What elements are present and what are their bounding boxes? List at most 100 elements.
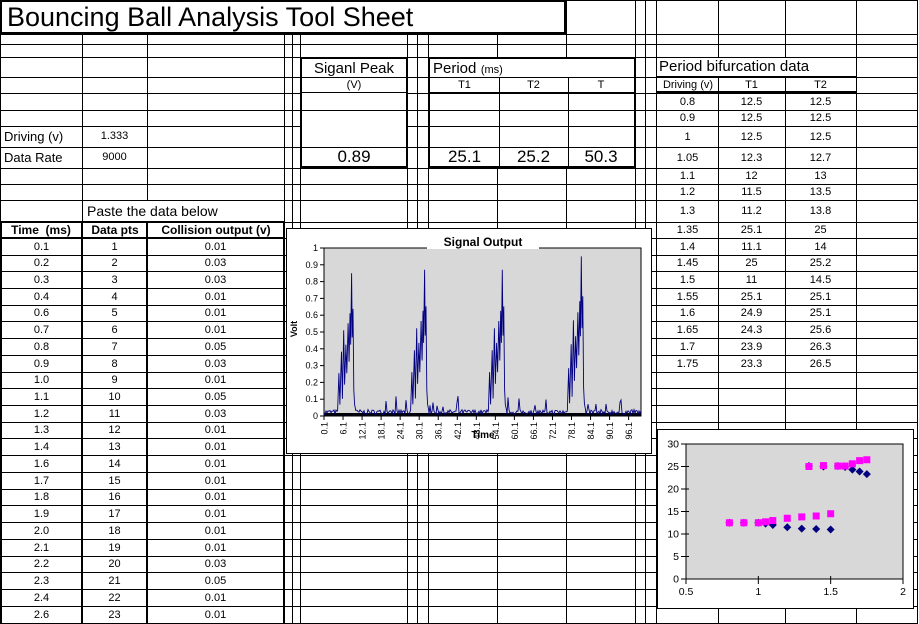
data-table-cell[interactable]: 11 (108, 408, 121, 420)
bifurcation-cell[interactable]: 13.8 (809, 205, 832, 217)
bifurcation-cell[interactable]: 12.5 (809, 112, 832, 124)
period-value-t2[interactable]: 25.2 (516, 148, 551, 166)
data-table-header-collision[interactable]: Collision output (v) (161, 223, 271, 237)
data-table-cell[interactable]: 0.01 (204, 592, 227, 604)
data-table-cell[interactable]: 0.01 (204, 241, 227, 253)
bifurcation-cell[interactable]: 12.5 (740, 112, 763, 124)
data-table-cell[interactable]: 17 (108, 508, 121, 520)
bifurcation-cell[interactable]: 1.45 (676, 257, 699, 269)
data-table-cell[interactable]: 15 (108, 475, 121, 487)
data-table-cell[interactable]: 0.01 (204, 542, 227, 554)
driving-value-cell[interactable]: 1.333 (100, 130, 129, 142)
data-table-cell[interactable]: 13 (108, 441, 121, 453)
bifurcation-cell[interactable]: 1 (684, 131, 691, 143)
data-table-cell[interactable]: 0.3 (33, 274, 50, 286)
data-table-cell[interactable]: 0.01 (204, 508, 227, 520)
bifurcation-cell[interactable]: 25.1 (809, 307, 832, 319)
data-table-cell[interactable]: 0.1 (33, 241, 50, 253)
period-col-t[interactable]: T (597, 79, 605, 91)
bifurcation-cell[interactable]: 1.3 (679, 205, 696, 217)
data-table-cell[interactable]: 22 (108, 592, 121, 604)
data-table-cell[interactable]: 0.05 (204, 391, 227, 403)
period-value-t[interactable]: 50.3 (584, 148, 618, 166)
data-table-cell[interactable]: 1.6 (33, 458, 50, 470)
signal-peak-header[interactable]: Siganl Peak (302, 59, 406, 78)
data-table-cell[interactable]: 2.2 (33, 558, 50, 570)
data-table-cell[interactable]: 0.03 (204, 558, 227, 570)
data-table-cell[interactable]: 8 (111, 358, 118, 370)
bifurcation-cell[interactable]: 25.2 (809, 257, 832, 269)
bifurcation-title[interactable]: Period bifurcation data (657, 58, 856, 77)
data-table-cell[interactable]: 4 (111, 291, 118, 303)
bifurcation-header-driving[interactable]: Driving (v) (662, 79, 714, 91)
data-table-cell[interactable]: 0.03 (204, 257, 227, 269)
data-table-cell[interactable]: 1 (111, 241, 118, 253)
data-table-cell[interactable]: 1.2 (33, 408, 50, 420)
data-table-cell[interactable]: 0.01 (204, 424, 227, 436)
data-table-cell[interactable]: 14 (108, 458, 121, 470)
bifurcation-cell[interactable]: 11.5 (741, 186, 762, 198)
data-table-cell[interactable]: 0.05 (204, 575, 227, 587)
bifurcation-cell[interactable]: 1.5 (679, 274, 696, 286)
data-rate-label[interactable]: Data Rate (4, 150, 63, 165)
bifurcation-cell[interactable]: 1.6 (679, 307, 696, 319)
data-table-cell[interactable]: 21 (108, 575, 121, 587)
bifurcation-cell[interactable]: 13.5 (809, 186, 832, 198)
bifurcation-cell[interactable]: 12 (745, 170, 758, 182)
data-table-cell[interactable]: 0.7 (33, 324, 50, 336)
data-table-cell[interactable]: 0.01 (204, 609, 227, 621)
bifurcation-chart[interactable]: 0 5 10 15 20 25 30 0.5 1 1.5 2 (657, 429, 914, 609)
data-table-cell[interactable]: 0.03 (204, 274, 227, 286)
data-table-header-time[interactable]: Time (ms) (11, 223, 71, 237)
bifurcation-cell[interactable]: 1.75 (676, 358, 699, 370)
data-table-cell[interactable]: 0.6 (33, 307, 50, 319)
bifurcation-cell[interactable]: 25.6 (809, 324, 832, 336)
bifurcation-cell[interactable]: 24.3 (740, 324, 763, 336)
data-table-cell[interactable]: 0.4 (33, 291, 50, 303)
bifurcation-cell[interactable]: 12.3 (740, 152, 763, 164)
data-table-cell[interactable]: 12 (108, 424, 121, 436)
bifurcation-cell[interactable]: 1.35 (676, 224, 699, 236)
bifurcation-cell[interactable]: 12.5 (809, 131, 832, 143)
data-table-cell[interactable]: 0.01 (204, 491, 227, 503)
data-table-cell[interactable]: 2.6 (33, 609, 50, 621)
bifurcation-cell[interactable]: 25.1 (740, 291, 763, 303)
data-table-cell[interactable]: 20 (108, 558, 121, 570)
bifurcation-cell[interactable]: 0.9 (679, 112, 696, 124)
data-table-cell[interactable]: 1.1 (33, 391, 50, 403)
data-table-cell[interactable]: 19 (108, 542, 121, 554)
bifurcation-cell[interactable]: 24.9 (740, 307, 763, 319)
bifurcation-cell[interactable]: 25.1 (740, 224, 763, 236)
data-table-cell[interactable]: 0.2 (33, 257, 50, 269)
bifurcation-cell[interactable]: 11.2 (741, 205, 762, 217)
bifurcation-cell[interactable]: 11.1 (741, 241, 762, 253)
bifurcation-cell[interactable]: 14.5 (809, 274, 832, 286)
bifurcation-cell[interactable]: 1.2 (679, 186, 696, 198)
data-table-cell[interactable]: 2.3 (33, 575, 50, 587)
bifurcation-header-t2[interactable]: T2 (814, 79, 827, 91)
data-table-cell[interactable]: 2.4 (33, 592, 50, 604)
data-table-cell[interactable]: 0.03 (204, 408, 227, 420)
data-table-cell[interactable]: 1.9 (33, 508, 50, 520)
bifurcation-cell[interactable]: 12.5 (740, 131, 763, 143)
data-table-cell[interactable]: 0.01 (204, 324, 227, 336)
bifurcation-cell[interactable]: 25 (814, 224, 827, 236)
data-table-cell[interactable]: 0.05 (204, 341, 227, 353)
data-table-cell[interactable]: 0.01 (204, 525, 227, 537)
period-value-t1[interactable]: 25.1 (447, 148, 482, 166)
bifurcation-cell[interactable]: 14 (814, 241, 827, 253)
bifurcation-cell[interactable]: 0.8 (679, 96, 696, 108)
bifurcation-cell[interactable]: 1.65 (676, 324, 699, 336)
bifurcation-cell[interactable]: 23.3 (740, 358, 763, 370)
data-table-cell[interactable]: 2.0 (33, 525, 50, 537)
data-table-cell[interactable]: 2 (111, 257, 118, 269)
data-table-cell[interactable]: 0.03 (204, 358, 227, 370)
bifurcation-cell[interactable]: 1.7 (679, 341, 696, 353)
data-table-cell[interactable]: 5 (111, 307, 118, 319)
sheet-title[interactable]: Bouncing Ball Analysis Tool Sheet (0, 0, 566, 34)
data-table-cell[interactable]: 23 (108, 609, 121, 621)
bifurcation-header-t1[interactable]: T1 (745, 79, 758, 91)
bifurcation-cell[interactable]: 1.55 (676, 291, 699, 303)
data-table-cell[interactable]: 0.9 (33, 358, 50, 370)
bifurcation-cell[interactable]: 1.1 (679, 170, 696, 182)
